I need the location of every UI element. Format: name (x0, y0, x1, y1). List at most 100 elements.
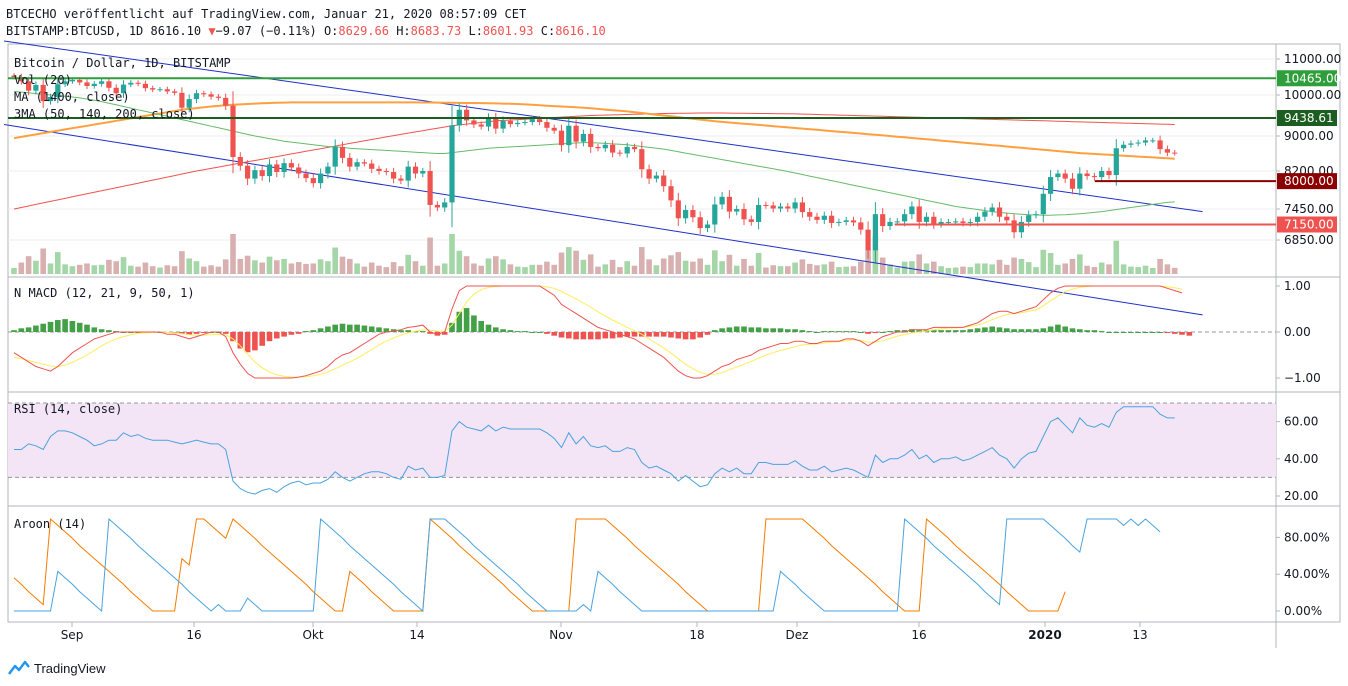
candle-body (814, 216, 820, 220)
candle-body (1077, 173, 1083, 189)
volume-bar (230, 234, 236, 274)
volume-bar (237, 258, 244, 274)
macd-hist-bar (222, 332, 229, 334)
candle-body (821, 215, 827, 220)
candle-body (858, 222, 864, 230)
macd-label[interactable]: N MACD (12, 21, 9, 50, 1) (14, 286, 195, 300)
candle-body (259, 170, 265, 177)
volume-bar (215, 266, 222, 274)
candle-body (339, 146, 346, 158)
macd-hist-bar (763, 328, 769, 332)
candle-body (62, 81, 68, 85)
candle-body (843, 220, 849, 222)
macd-hist-bar (507, 330, 514, 332)
volume-bar (974, 263, 981, 274)
candle-body (967, 221, 973, 223)
macd-hist-bar (478, 320, 484, 332)
macd-hist-bar (427, 332, 433, 334)
candle-body (726, 196, 732, 212)
candle-body (172, 91, 178, 93)
volume-bar (843, 266, 849, 274)
volume-bar (1033, 267, 1039, 274)
macd-hist-bar (317, 328, 324, 332)
rsi-label[interactable]: RSI (14, close) (14, 402, 123, 416)
macd-hist-bar (201, 332, 207, 333)
legend-3ma[interactable]: 3MA (50, 140, 200, close) (14, 107, 195, 121)
macd-hist-bar (368, 326, 375, 332)
open-label: O: (323, 24, 339, 38)
volume-bar (587, 254, 594, 274)
macd-hist-bar (456, 311, 463, 332)
macd-hist-bar (1084, 330, 1090, 332)
candle-body (661, 175, 667, 187)
macd-hist-bar (493, 327, 499, 332)
candle-body (551, 127, 557, 131)
volume-bar (76, 264, 83, 274)
macd-hist-bar (1047, 326, 1054, 332)
volume-bar (660, 258, 667, 274)
volume-bar (609, 259, 616, 274)
tradingview-logo[interactable]: TradingView (8, 660, 106, 676)
macd-hist-bar (595, 332, 601, 340)
volume-bar (244, 255, 251, 274)
candle-body (223, 97, 229, 106)
volume-bar (792, 262, 798, 274)
macd-hist-bar (1128, 332, 1134, 333)
volume-bar (274, 260, 280, 274)
volume-bar (887, 264, 893, 274)
macd-hist-bar (266, 332, 273, 342)
volume-bar (1150, 268, 1156, 274)
macd-hist-bar (303, 331, 309, 333)
macd-hist-bar (879, 332, 886, 333)
macd-hist-bar (274, 332, 280, 339)
sma-200-line (13, 112, 1175, 210)
macd-hist-bar (514, 331, 521, 333)
macd-hist-bar (858, 332, 864, 333)
macd-hist-bar (237, 332, 244, 349)
macd-hist-bar (631, 332, 638, 337)
candle-body (1142, 140, 1149, 143)
sma-140-line (13, 101, 1175, 160)
volume-bar (704, 264, 711, 274)
macd-hist-bar (1113, 332, 1120, 333)
candle-body (697, 217, 703, 229)
high-value: 8683.73 (410, 24, 462, 38)
volume-bar (923, 263, 930, 274)
volume-bar (858, 261, 864, 274)
candle-body (931, 216, 937, 224)
volume-bar (485, 258, 492, 274)
volume-bar (376, 265, 382, 274)
aroon-label[interactable]: Aroon (14) (14, 517, 87, 531)
volume-bar (120, 257, 127, 274)
candle-body (383, 171, 389, 173)
macd-hist-bar (952, 330, 959, 332)
candle-body (347, 157, 353, 167)
legend-volume[interactable]: Vol (20) (14, 73, 72, 87)
volume-bar (945, 268, 952, 274)
macd-hist-bar (281, 332, 287, 337)
candle-body (1106, 171, 1112, 176)
candle-body (237, 157, 243, 166)
candle-body (880, 214, 886, 227)
volume-bar (719, 261, 725, 274)
macd-hist-bar (18, 328, 25, 332)
macd-hist-bar (1033, 329, 1039, 332)
time-tick-label: Okt (302, 628, 323, 642)
candle-body (916, 206, 922, 222)
volume-bar (1069, 258, 1076, 274)
macd-hist-bar (1150, 332, 1156, 333)
macd-hist-bar (551, 332, 557, 336)
candle-body (734, 209, 740, 212)
candle-body (653, 175, 659, 179)
volume-bar (770, 265, 776, 274)
candle-body (369, 163, 375, 169)
candle-body (464, 109, 470, 121)
macd-hist-bar (785, 329, 791, 332)
macd-hist-bar (741, 326, 747, 332)
macd-hist-bar (463, 308, 470, 332)
legend-ma[interactable]: MA (1400, close) (14, 90, 130, 104)
volume-bar (347, 258, 353, 274)
volume-bar (639, 247, 645, 274)
candle-body (449, 125, 455, 203)
